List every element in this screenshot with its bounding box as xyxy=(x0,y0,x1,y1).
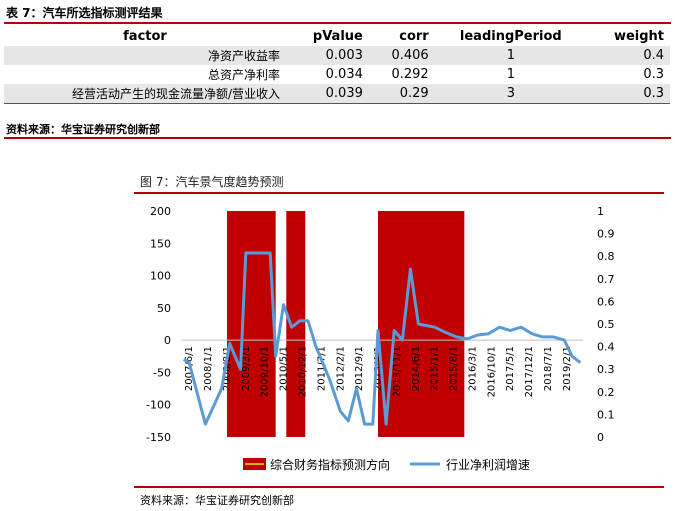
table-row: 净资产收益率 0.003 0.406 1 0.4 xyxy=(4,46,670,65)
table-row: 总资产净利率 0.034 0.292 1 0.3 xyxy=(4,65,670,84)
legend-label-signal: 综合财务指标预测方向 xyxy=(270,457,390,472)
table-source-note: 资料来源：华宝证券研究创新部 xyxy=(6,123,160,136)
signal-bar xyxy=(226,211,276,437)
left-axis-tick-label: -100 xyxy=(146,399,171,412)
chart-bottom-rule xyxy=(134,486,664,488)
chart-caption: 图 7：汽车景气度趋势预测 xyxy=(140,175,284,189)
right-axis-tick-label: 0.3 xyxy=(597,363,615,376)
right-axis-tick-label: 0.4 xyxy=(597,341,615,354)
x-axis-tick-label: 2014/6/1 xyxy=(411,346,422,391)
header-leading-period: leadingPeriod xyxy=(459,28,562,44)
header-factor: factor xyxy=(123,28,167,44)
x-axis-tick-label: 2010/5/1 xyxy=(279,346,290,391)
x-axis-tick-label: 2008/1/1 xyxy=(203,346,214,391)
x-axis-tick-label: 2009/10/1 xyxy=(260,346,271,397)
x-axis-tick-label: 2017/12/1 xyxy=(524,346,535,397)
left-axis-tick-label: 50 xyxy=(157,302,171,315)
chart-source-note: 资料来源：华宝证券研究创新部 xyxy=(140,494,294,507)
x-axis-tick-label: 2016/3/1 xyxy=(467,346,478,391)
x-axis-tick-label: 2017/5/1 xyxy=(505,346,516,391)
left-axis-tick-label: -150 xyxy=(146,431,171,444)
left-axis-tick-label: 0 xyxy=(164,334,171,347)
cell-factor: 总资产净利率 xyxy=(4,65,286,84)
x-axis-tick-label: 2009/3/1 xyxy=(241,346,252,391)
x-axis-tick-label: 2013/11/1 xyxy=(392,346,403,397)
header-corr: corr xyxy=(399,28,429,44)
table-bottom-rule xyxy=(4,137,671,139)
table-caption: 表 7：汽车所选指标测评结果 xyxy=(6,6,163,20)
right-axis-tick-label: 0.7 xyxy=(597,273,615,286)
series-line xyxy=(182,251,582,426)
cell-factor: 净资产收益率 xyxy=(4,46,286,65)
x-axis-tick-label: 2008/8/1 xyxy=(222,346,233,391)
x-axis-tick-label: 2010/12/1 xyxy=(298,346,309,397)
cell-corr: 0.29 xyxy=(368,84,435,104)
left-axis-tick-label: 200 xyxy=(150,205,171,218)
right-axis-tick-label: 0.6 xyxy=(597,295,615,308)
right-axis-tick-label: 1 xyxy=(597,205,604,218)
x-axis-tick-label: 2012/2/1 xyxy=(335,346,346,391)
right-axis-tick-label: 0.1 xyxy=(597,408,615,421)
right-axis-tick-label: 0.9 xyxy=(597,228,615,241)
legend-label-line: 行业净利润增速 xyxy=(446,458,530,472)
x-axis-tick-label: 2018/7/1 xyxy=(543,346,554,391)
cell-weight: 0.3 xyxy=(586,65,670,84)
cell-corr: 0.292 xyxy=(368,65,435,84)
right-axis-tick-label: 0.2 xyxy=(597,386,615,399)
chart-top-rule xyxy=(134,192,664,194)
cell-weight: 0.4 xyxy=(586,46,670,65)
cell-factor: 经营活动产生的现金流量净额/营业收入 xyxy=(4,84,286,104)
header-pvalue: pValue xyxy=(312,28,363,44)
x-axis-tick-label: 2015/8/1 xyxy=(449,346,460,391)
cell-leading-period: 1 xyxy=(434,46,587,65)
header-weight: weight xyxy=(613,28,664,44)
cell-corr: 0.406 xyxy=(368,46,435,65)
x-axis-tick-label: 2016/10/1 xyxy=(486,346,497,397)
table-row: 经营活动产生的现金流量净额/营业收入 0.039 0.29 3 0.3 xyxy=(4,84,670,104)
left-axis-tick-label: -50 xyxy=(153,366,171,379)
factor-table: factor pValue corr leadingPeriod weight … xyxy=(4,26,670,104)
right-axis-tick-label: 0.8 xyxy=(597,250,615,263)
cell-weight: 0.3 xyxy=(586,84,670,104)
x-axis-tick-label: 2011/7/1 xyxy=(316,346,327,391)
left-axis-tick-label: 150 xyxy=(150,237,171,250)
x-axis-tick-label: 2019/2/1 xyxy=(562,346,573,391)
right-axis-tick-label: 0 xyxy=(597,431,604,444)
cell-pvalue: 0.034 xyxy=(286,65,369,84)
right-axis-tick-label: 0.5 xyxy=(597,318,615,331)
cell-pvalue: 0.003 xyxy=(286,46,369,65)
table-top-rule xyxy=(4,22,671,24)
cell-leading-period: 1 xyxy=(434,65,587,84)
left-axis-tick-label: 100 xyxy=(150,270,171,283)
x-axis-tick-label: 2015/1/1 xyxy=(430,346,441,391)
x-axis-tick-label: 2012/9/1 xyxy=(354,346,365,391)
cell-pvalue: 0.039 xyxy=(286,84,369,104)
x-axis-tick-label: 2013/4/1 xyxy=(373,346,384,391)
cell-leading-period: 3 xyxy=(434,84,587,104)
table-header-row: factor pValue corr leadingPeriod weight xyxy=(4,26,670,46)
